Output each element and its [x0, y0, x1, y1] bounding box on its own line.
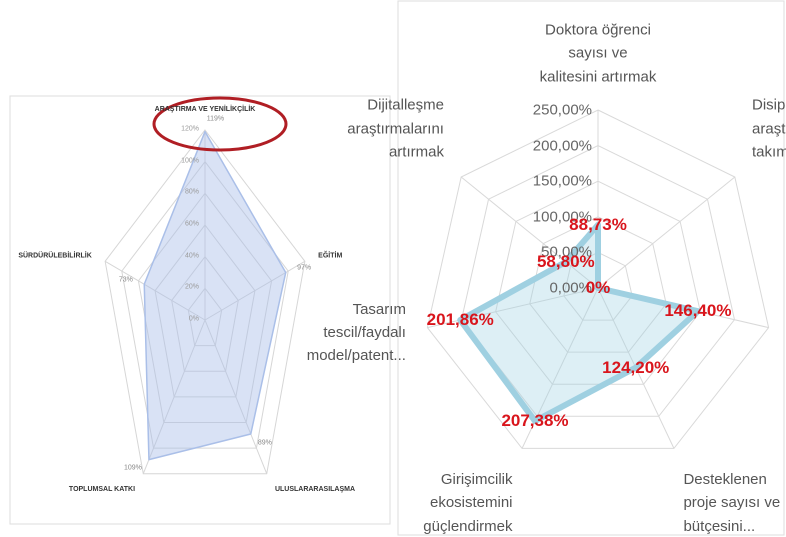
tick-label: 120% — [181, 125, 199, 133]
value-label: 124,20% — [602, 357, 670, 377]
category-label: SÜRDÜRÜLEBİLİRLİK — [18, 252, 92, 260]
spoke — [427, 287, 599, 329]
category-label: Desteklenen proje sayısı ve bütçesini... — [683, 471, 781, 535]
value-label: 109% — [123, 464, 142, 472]
tick-label: 250,00% — [532, 101, 592, 119]
spoke — [460, 176, 599, 289]
series-area — [143, 130, 287, 461]
grid-ring — [187, 287, 223, 347]
right-radar — [426, 109, 770, 449]
grid-ring — [104, 129, 306, 475]
value-label: 89% — [257, 439, 272, 447]
value-label: 0% — [585, 277, 611, 297]
tick-label: 50,00% — [541, 243, 592, 261]
tick-label: 0% — [188, 315, 199, 323]
category-label: Tasarım tescil/faydalı model/patent... — [306, 300, 406, 365]
tick-label: 150,00% — [532, 172, 592, 190]
category-label: Disiplinlerarası araştırma takımlarını..… — [752, 96, 786, 161]
spoke — [142, 319, 206, 474]
series-area — [457, 221, 701, 425]
value-label: 207,38% — [501, 410, 569, 430]
value-label: 58,80% — [536, 251, 595, 271]
value-label: 73% — [118, 276, 133, 284]
right-panel — [397, 0, 785, 536]
grid-ring — [171, 255, 239, 372]
tick-label: 0,00% — [549, 279, 592, 297]
category-label: EĞİTİM — [318, 252, 343, 260]
grid-ring — [137, 192, 273, 423]
category-label: TOPLUMSAL KATKI — [68, 486, 136, 494]
value-label: 146,40% — [664, 301, 732, 321]
tick-label: 40% — [184, 252, 199, 260]
category-label: ULUSLARARASILAŞMA — [274, 486, 356, 494]
value-label: 88,73% — [569, 214, 627, 234]
spoke — [204, 319, 268, 474]
tick-label: 100,00% — [532, 208, 592, 226]
spoke — [104, 260, 206, 321]
value-label: 119% — [206, 115, 225, 123]
tick-label: 100% — [181, 157, 199, 165]
value-label: 97% — [297, 264, 312, 272]
grid-ring — [460, 145, 736, 417]
tick-label: 200,00% — [532, 136, 592, 154]
tick-label: 60% — [184, 220, 199, 228]
left-panel — [9, 95, 391, 525]
grid-ring — [563, 251, 633, 321]
grid-ring — [426, 109, 770, 449]
left-radar — [104, 129, 306, 475]
tick-label: 20% — [184, 283, 199, 291]
grid-ring — [495, 180, 701, 385]
spoke — [597, 176, 736, 289]
highlight-ellipse — [152, 96, 288, 152]
grid-ring — [154, 224, 256, 398]
value-label: 201,86% — [426, 309, 494, 329]
category-label: Girişimcilik ekosistemini güçlendirmek — [423, 471, 513, 535]
category-label: Dijitalleşme araştırmalarını artırmak — [347, 96, 444, 161]
spoke — [204, 260, 306, 321]
category-label: ARAŞTIRMA VE YENİLİKÇİLİK — [154, 106, 256, 114]
grid-ring — [529, 216, 667, 353]
tick-label: 80% — [184, 188, 199, 196]
category-label: Doktora öğrenci sayısı ve kalitesini art… — [539, 21, 657, 85]
